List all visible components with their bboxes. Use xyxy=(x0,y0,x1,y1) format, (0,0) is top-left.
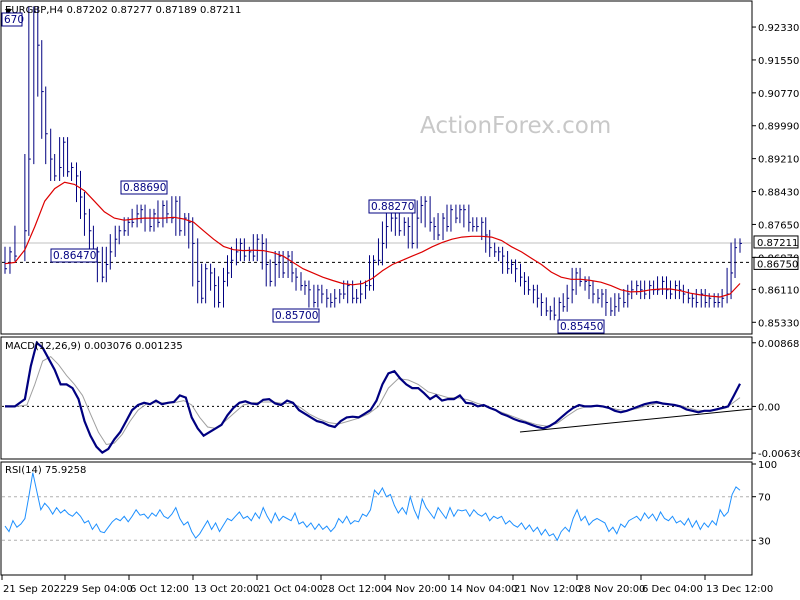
price-tick-label: 0.90770 xyxy=(758,89,799,100)
time-tick-label: 4 Nov 20:00 xyxy=(386,584,447,595)
price-bars xyxy=(4,6,742,321)
rsi-line xyxy=(4,472,741,542)
time-tick-label: 6 Oct 12:00 xyxy=(130,584,189,595)
annotation-085450: 0.85450 xyxy=(557,319,605,334)
time-tick-label: 21 Sep 2022 xyxy=(3,584,66,595)
rsi-panel[interactable] xyxy=(0,461,753,576)
svg-text:0.85450: 0.85450 xyxy=(560,321,603,333)
time-tick-label: 13 Oct 20:00 xyxy=(194,584,259,595)
svg-text:0.86750: 0.86750 xyxy=(757,259,798,270)
annotation-085700: 0.85700 xyxy=(272,308,320,323)
time-tick-label: 14 Nov 04:00 xyxy=(450,584,517,595)
price-title: EURGBP,H4 0.87202 0.87277 0.87189 0.8721… xyxy=(5,5,241,16)
price-panel[interactable] xyxy=(0,0,753,335)
current-price-box: 0.87211 xyxy=(753,235,799,249)
time-tick-label: 21 Oct 04:00 xyxy=(258,584,323,595)
macd-trendline[interactable] xyxy=(519,408,753,433)
time-tick-label: 28 Nov 20:00 xyxy=(578,584,645,595)
rsi-title: RSI(14) 75.9258 xyxy=(5,465,86,476)
price-tick-label: 0.91550 xyxy=(758,56,799,67)
price-tick-label: 0.89990 xyxy=(758,122,799,133)
dropdown-triangle-icon[interactable] xyxy=(5,9,12,14)
reference-level-box: 0.86750 xyxy=(753,256,799,270)
svg-text:0.88270: 0.88270 xyxy=(371,201,414,213)
time-tick-label: 13 Dec 12:00 xyxy=(706,584,773,595)
svg-text:0.87211: 0.87211 xyxy=(757,238,798,249)
macd-signal-line xyxy=(4,355,741,446)
macd-line xyxy=(5,340,741,454)
price-axis: 0.92330 0.91550 0.90770 0.89990 0.89210 0.884… xyxy=(752,23,800,547)
annotation-088270: 0.88270 xyxy=(368,199,416,214)
price-tick-label: 0.89210 xyxy=(758,155,799,166)
svg-text:0.86470: 0.86470 xyxy=(53,250,96,262)
svg-text:670: 670 xyxy=(4,14,24,26)
price-tick-label: 0.92330 xyxy=(758,23,799,34)
svg-text:0.85700: 0.85700 xyxy=(275,310,318,322)
time-axis: 21 Sep 2022 29 Sep 04:006 Oct 12:00 13 Oct… xyxy=(1,575,773,595)
price-tick-label: 0.87650 xyxy=(758,220,799,231)
price-tick-label: 0.85330 xyxy=(758,318,799,329)
svg-text:0.88690: 0.88690 xyxy=(123,182,166,194)
rsi-tick-label: 70 xyxy=(758,493,771,504)
rsi-tick-label: 30 xyxy=(758,536,771,547)
annotation-088690: 0.88690 xyxy=(120,180,168,195)
time-tick-label: 21 Nov 12:00 xyxy=(514,584,581,595)
macd-tick-label: 0.00 xyxy=(758,402,780,413)
macd-tick-label: -0.006366 xyxy=(758,449,800,460)
time-tick-label: 6 Dec 04:00 xyxy=(642,584,703,595)
price-tick-label: 0.88430 xyxy=(758,188,799,199)
macd-tick-label: 0.008686 xyxy=(758,339,800,350)
annotation-086470: 0.86470 xyxy=(50,248,98,263)
macd-panel[interactable] xyxy=(0,336,753,460)
time-tick-label: 28 Oct 12:00 xyxy=(322,584,387,595)
price-tick-label: 0.86110 xyxy=(758,285,799,296)
rsi-tick-label: 100 xyxy=(758,460,777,471)
annotation-670: 670 xyxy=(1,12,24,27)
moving-average-line xyxy=(4,181,741,298)
watermark: ActionForex.com xyxy=(420,113,611,139)
time-tick-label: 29 Sep 04:00 xyxy=(66,584,133,595)
macd-title: MACD(12,26,9) 0.003076 0.001235 xyxy=(5,341,183,352)
